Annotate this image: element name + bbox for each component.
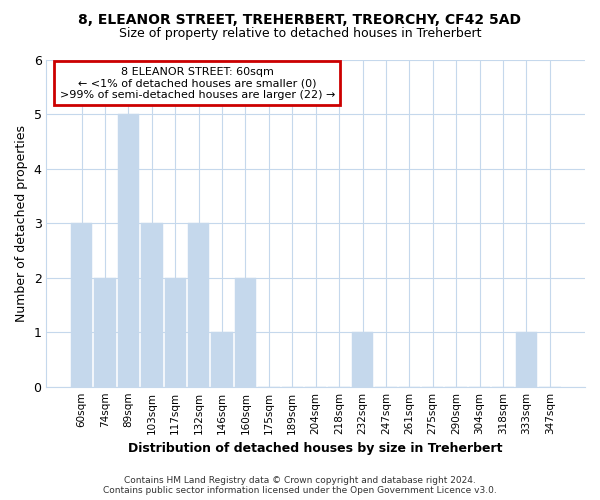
Bar — [118, 114, 139, 386]
Bar — [515, 332, 537, 386]
Text: Contains HM Land Registry data © Crown copyright and database right 2024.
Contai: Contains HM Land Registry data © Crown c… — [103, 476, 497, 495]
Bar — [71, 224, 92, 386]
Text: 8, ELEANOR STREET, TREHERBERT, TREORCHY, CF42 5AD: 8, ELEANOR STREET, TREHERBERT, TREORCHY,… — [79, 12, 521, 26]
Bar — [141, 224, 163, 386]
Bar — [94, 278, 116, 386]
Bar — [188, 224, 209, 386]
Bar — [235, 278, 256, 386]
Bar — [211, 332, 233, 386]
X-axis label: Distribution of detached houses by size in Treherbert: Distribution of detached houses by size … — [128, 442, 503, 455]
Y-axis label: Number of detached properties: Number of detached properties — [15, 125, 28, 322]
Text: Size of property relative to detached houses in Treherbert: Size of property relative to detached ho… — [119, 28, 481, 40]
Bar — [164, 278, 186, 386]
Text: 8 ELEANOR STREET: 60sqm
← <1% of detached houses are smaller (0)
>99% of semi-de: 8 ELEANOR STREET: 60sqm ← <1% of detache… — [59, 66, 335, 100]
Bar — [352, 332, 373, 386]
